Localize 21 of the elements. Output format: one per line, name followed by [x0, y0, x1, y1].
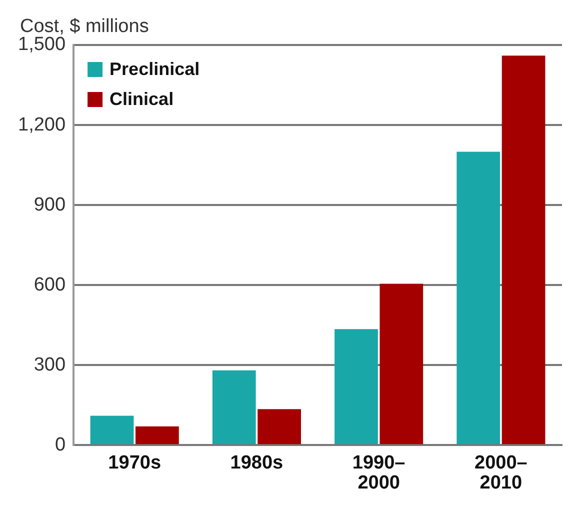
bar: [90, 416, 134, 444]
bar: [212, 370, 256, 444]
x-tick-label: 1980s: [230, 452, 284, 474]
y-axis-title: Cost, $ millions: [20, 16, 149, 37]
bar: [258, 409, 301, 444]
bar: [334, 329, 378, 444]
x-tick-label: 1970s: [108, 452, 162, 474]
bar: [502, 56, 546, 444]
bar: [380, 284, 424, 444]
y-tick-label: 900: [34, 194, 66, 216]
x-tick-label: 1990–2000: [352, 452, 406, 494]
y-tick-label: 0: [54, 434, 66, 456]
legend-label: Clinical: [110, 88, 174, 109]
y-tick-label: 1,500: [18, 34, 66, 56]
legend-label: Preclinical: [110, 58, 200, 79]
bar: [136, 426, 179, 444]
x-tick-label: 2000–2010: [474, 452, 528, 494]
y-tick-label: 600: [34, 274, 66, 296]
y-tick-label: 1,200: [18, 114, 66, 136]
y-tick-label: 300: [34, 354, 66, 376]
bar: [456, 152, 500, 444]
